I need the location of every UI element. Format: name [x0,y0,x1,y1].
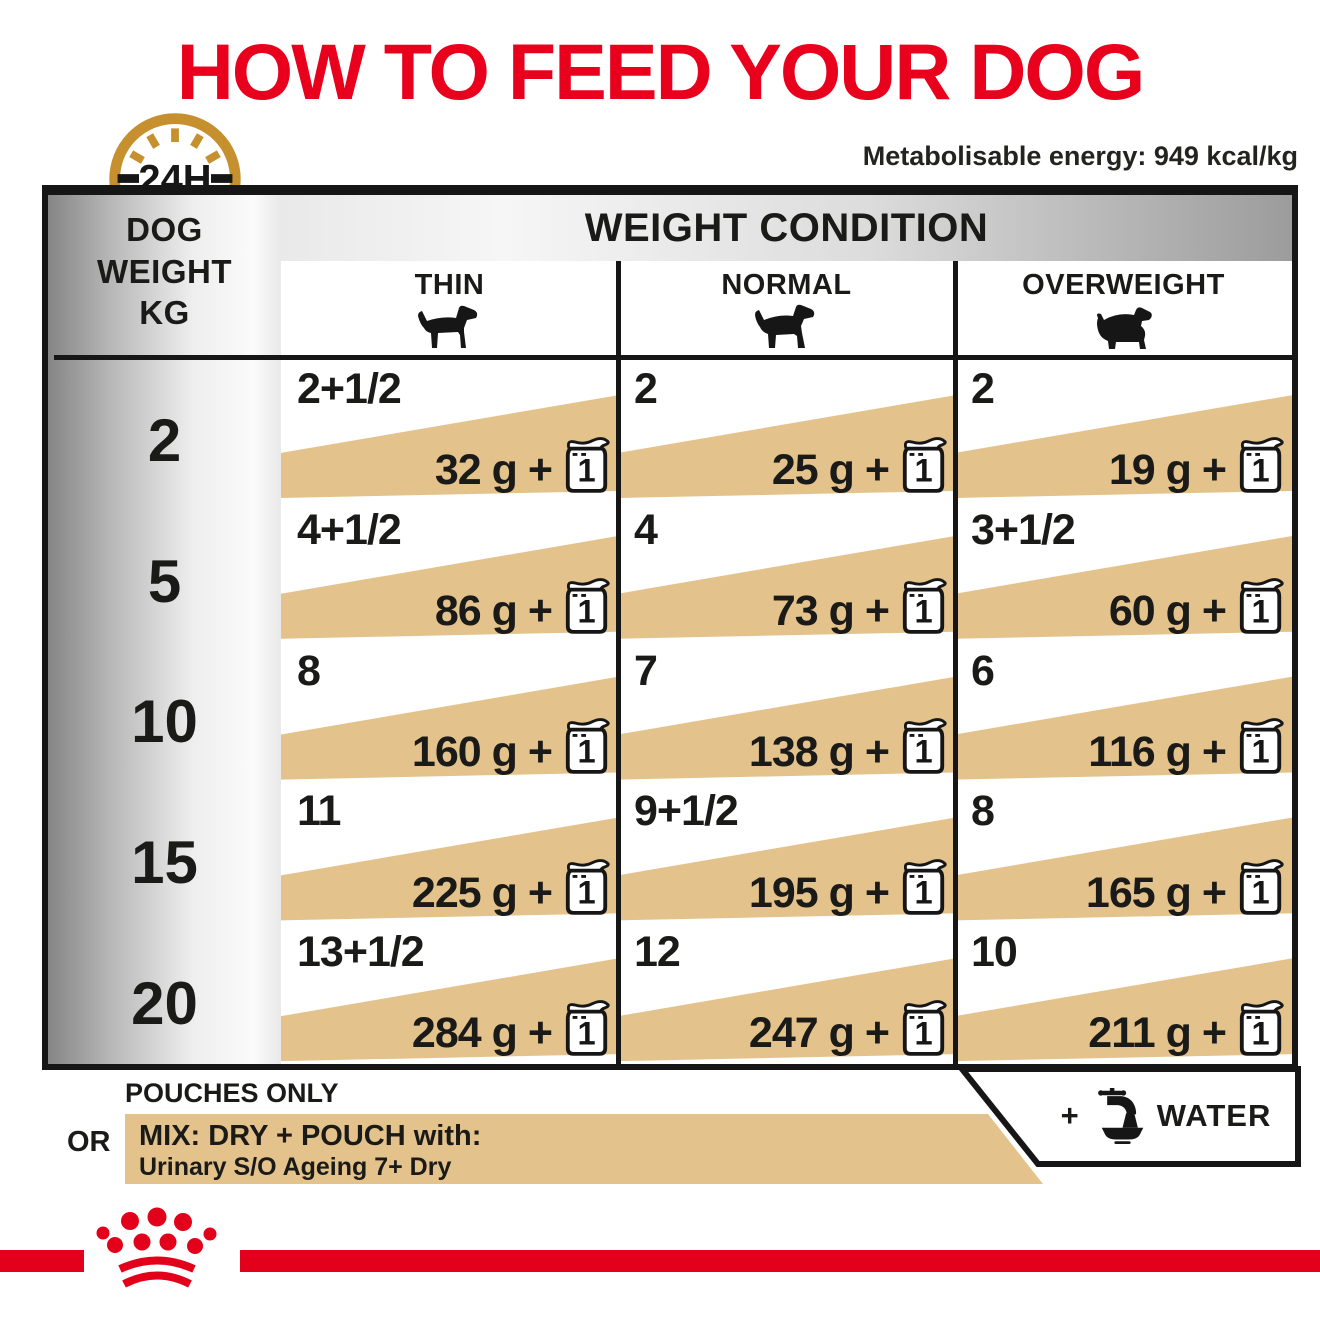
cell-5kg-thin: 4+1/2 86 g + 1 [281,501,618,642]
column-divider [616,261,621,1064]
svg-text:1: 1 [914,873,932,910]
svg-text:1: 1 [914,451,932,488]
svg-text:1: 1 [914,1014,932,1051]
column-divider [953,261,958,1064]
cell-20kg-overweight: 10 211 g + 1 [955,923,1292,1064]
water-label: WATER [1156,1098,1272,1133]
weight-label: 5 [147,547,182,615]
table-rows: 2+1/2 32 g + 1 2 [281,360,1292,1064]
mix-band: MIX: DRY + POUCH with: Urinary S/O Agein… [125,1114,1043,1184]
cell-2kg-overweight: 2 19 g + 1 [955,360,1292,501]
pouch-icon: 1 [902,1000,947,1056]
cell-15kg-normal: 9+1/2 195 g + 1 [618,782,955,923]
header-separator-line [54,355,1292,360]
brand-stripe [0,1250,84,1272]
weight-label: 2 [147,406,182,474]
svg-text:1: 1 [577,733,595,770]
cell-15kg-thin: 11 225 g + 1 [281,782,618,923]
energy-note: Metabolisable energy: 949 kcal/kg [862,141,1298,171]
pouch-icon: 1 [902,718,947,775]
svg-text:1: 1 [577,1014,595,1051]
table-row: 8 160 g + 1 7 [281,642,1292,783]
pouch-icon: 1 [1239,718,1284,775]
weight-label: 20 [131,970,198,1038]
svg-text:1: 1 [914,733,932,770]
cell-20kg-thin: 13+1/2 284 g + 1 [281,923,618,1064]
svg-text:1: 1 [577,592,595,629]
pouch-icon: 1 [1239,1000,1284,1056]
svg-text:1: 1 [914,592,932,629]
table-row: 13+1/2 284 g + 1 12 [281,923,1292,1064]
weight-label: 10 [131,688,198,756]
cell-2kg-thin: 2+1/2 32 g + 1 [281,360,618,501]
cell-2kg-normal: 2 25 g + 1 [618,360,955,501]
svg-text:1: 1 [577,451,595,488]
overweight-dog-icon [1096,307,1152,349]
weight-label: 15 [131,829,198,897]
dog-weight-header: DOG WEIGHT KG [97,211,232,332]
pouch-icon: 1 [565,577,610,634]
pouch-icon: 1 [565,1000,610,1056]
table-row: 2+1/2 32 g + 1 2 [281,360,1292,501]
pouch-icon: 1 [902,859,947,915]
water-callout: + WATER [946,1066,1302,1168]
water-tap-icon [1097,1088,1144,1144]
pouch-icon: 1 [565,718,610,775]
column-header-normal: NORMAL [618,261,955,355]
cell-5kg-normal: 4 73 g + 1 [618,501,955,642]
svg-text:1: 1 [1251,1014,1269,1051]
cell-15kg-overweight: 8 165 g + 1 [955,782,1292,923]
svg-text:1: 1 [1251,592,1269,629]
pouch-icon: 1 [902,436,947,493]
pouch-icon: 1 [565,436,610,493]
table-row: 11 225 g + 1 9+1/2 [281,782,1292,923]
page-title: HOW TO FEED YOUR DOG [176,27,1146,116]
column-header-thin: THIN [281,261,618,355]
table-row: 4+1/2 86 g + 1 4 [281,501,1292,642]
or-label: OR [67,1126,111,1158]
cell-10kg-overweight: 6 116 g + 1 [955,642,1292,783]
thin-dog-icon [417,305,477,348]
feeding-table: DOG WEIGHT KG 2 5 10 15 20 WEIGHT CONDIT… [42,185,1298,1070]
cell-10kg-normal: 7 138 g + 1 [618,642,955,783]
pouches-only-label: POUCHES ONLY [125,1078,339,1108]
svg-text:1: 1 [577,873,595,910]
mix-line-1: MIX: DRY + POUCH with: [139,1120,482,1152]
svg-text:1: 1 [1251,733,1269,770]
pouch-icon: 1 [902,577,947,634]
cell-10kg-thin: 8 160 g + 1 [281,642,618,783]
normal-dog-icon [754,304,814,348]
mix-line-2: Urinary S/O Ageing 7+ Dry [139,1153,452,1182]
cell-20kg-normal: 12 247 g + 1 [618,923,955,1064]
svg-text:1: 1 [1251,451,1269,488]
pouch-icon: 1 [565,859,610,915]
dog-weight-column: DOG WEIGHT KG 2 5 10 15 20 [48,195,281,1064]
water-plus-sign: + [1060,1098,1079,1133]
pouch-icon: 1 [1239,436,1284,493]
royal-canin-crown-logo [96,1207,217,1288]
column-header-overweight: OVERWEIGHT [955,261,1292,355]
pouch-icon: 1 [1239,577,1284,634]
brand-stripe [240,1250,1320,1272]
cell-5kg-overweight: 3+1/2 60 g + 1 [955,501,1292,642]
pouch-icon: 1 [1239,859,1284,915]
weight-condition-title: WEIGHT CONDITION [584,205,989,250]
condition-column-headers: THIN NORMAL OVERWEIGHT [281,261,1292,355]
weight-condition-band: WEIGHT CONDITION [281,195,1292,261]
svg-text:1: 1 [1251,873,1269,910]
